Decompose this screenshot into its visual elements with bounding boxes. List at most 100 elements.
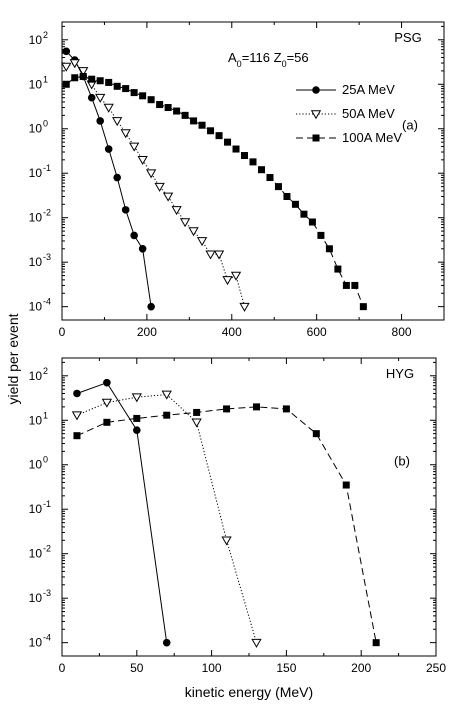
data-point <box>308 218 316 226</box>
x-tick-label: 0 <box>59 325 66 339</box>
data-point <box>79 72 87 80</box>
legend-label: 100A MeV <box>342 130 402 145</box>
data-point <box>105 78 113 86</box>
y-tick-exponent: 1 <box>43 74 48 84</box>
y-tick-label: 10 <box>29 502 43 516</box>
data-point <box>171 206 182 216</box>
series-line <box>76 393 257 643</box>
data-point <box>191 418 202 428</box>
data-point <box>96 77 104 85</box>
x-tick-label: 800 <box>392 325 412 339</box>
data-point <box>334 265 342 273</box>
data-point <box>282 405 290 413</box>
data-point <box>61 62 72 72</box>
data-point <box>252 403 260 411</box>
data-point <box>88 75 96 83</box>
y-tick-label: 10 <box>29 591 43 605</box>
panel-label: (b) <box>394 453 410 468</box>
data-point <box>95 93 106 103</box>
x-tick-label: 150 <box>276 661 296 675</box>
y-tick-label: 10 <box>29 77 43 91</box>
y-tick-label: 10 <box>29 122 43 136</box>
data-point <box>193 408 201 416</box>
y-tick-exponent: -4 <box>43 633 51 643</box>
data-point <box>300 210 308 218</box>
data-point <box>196 237 208 247</box>
x-tick-label: 200 <box>351 661 371 675</box>
data-point <box>161 390 172 400</box>
source-label: PSG <box>394 30 421 45</box>
legend-marker <box>312 86 320 94</box>
data-point <box>130 231 138 240</box>
data-point <box>198 121 206 129</box>
data-point <box>188 227 199 237</box>
x-tick-label: 50 <box>130 661 144 675</box>
series-line <box>76 382 168 643</box>
y-tick-exponent: -4 <box>43 297 51 307</box>
data-point <box>230 271 242 281</box>
plot-frame <box>61 357 437 657</box>
x-tick-label: 250 <box>426 661 446 675</box>
data-point <box>103 418 111 426</box>
data-point <box>205 250 216 260</box>
data-point <box>325 245 333 253</box>
data-point <box>317 231 325 239</box>
data-point <box>113 82 121 90</box>
data-point <box>181 111 189 119</box>
legend-marker <box>310 110 322 120</box>
source-label: HYG <box>386 366 414 381</box>
x-tick-label: 200 <box>137 325 157 339</box>
annotation-nuclide: A0=116 Z0=56 <box>228 50 309 69</box>
data-point <box>147 96 155 104</box>
y-tick-label: 10 <box>29 636 43 650</box>
data-point <box>87 93 96 102</box>
data-point <box>62 80 70 88</box>
series-line <box>76 406 377 643</box>
data-point <box>73 432 81 440</box>
data-point <box>163 411 171 419</box>
data-point <box>147 302 155 311</box>
data-point <box>162 192 174 202</box>
data-point <box>96 117 104 125</box>
annotation-part: =56 <box>287 50 309 65</box>
data-point <box>372 639 380 647</box>
data-point <box>121 206 130 214</box>
y-tick-label: 10 <box>29 211 43 225</box>
data-point <box>122 85 130 93</box>
data-point <box>162 638 171 647</box>
y-axis-label: yield per event <box>5 313 21 404</box>
data-point <box>342 281 350 289</box>
annotation-part: 0 <box>237 59 242 69</box>
y-tick-exponent: 2 <box>43 366 48 376</box>
data-point <box>257 166 265 174</box>
annotation-part: A <box>228 50 237 65</box>
data-point <box>145 169 157 179</box>
x-axis-label: kinetic energy (MeV) <box>185 684 313 700</box>
data-point <box>207 127 215 135</box>
y-tick-label: 10 <box>29 369 43 383</box>
data-point <box>137 156 148 166</box>
data-point <box>130 89 138 97</box>
y-tick-exponent: -1 <box>43 499 51 509</box>
y-tick-exponent: 2 <box>43 30 48 40</box>
data-point <box>266 174 274 182</box>
y-tick-exponent: -3 <box>43 588 51 598</box>
data-point <box>232 145 240 153</box>
data-point <box>251 638 262 648</box>
y-tick-exponent: -1 <box>43 163 51 173</box>
series-line <box>65 50 152 307</box>
data-point <box>190 117 198 125</box>
y-tick-label: 10 <box>29 33 43 47</box>
plot-frame <box>61 21 445 321</box>
data-point <box>128 142 140 152</box>
data-point <box>154 182 165 192</box>
data-point <box>69 59 80 69</box>
data-point <box>274 183 282 191</box>
x-tick-label: 600 <box>307 325 327 339</box>
data-point <box>62 47 71 56</box>
data-point <box>131 393 142 403</box>
data-point <box>71 411 83 421</box>
